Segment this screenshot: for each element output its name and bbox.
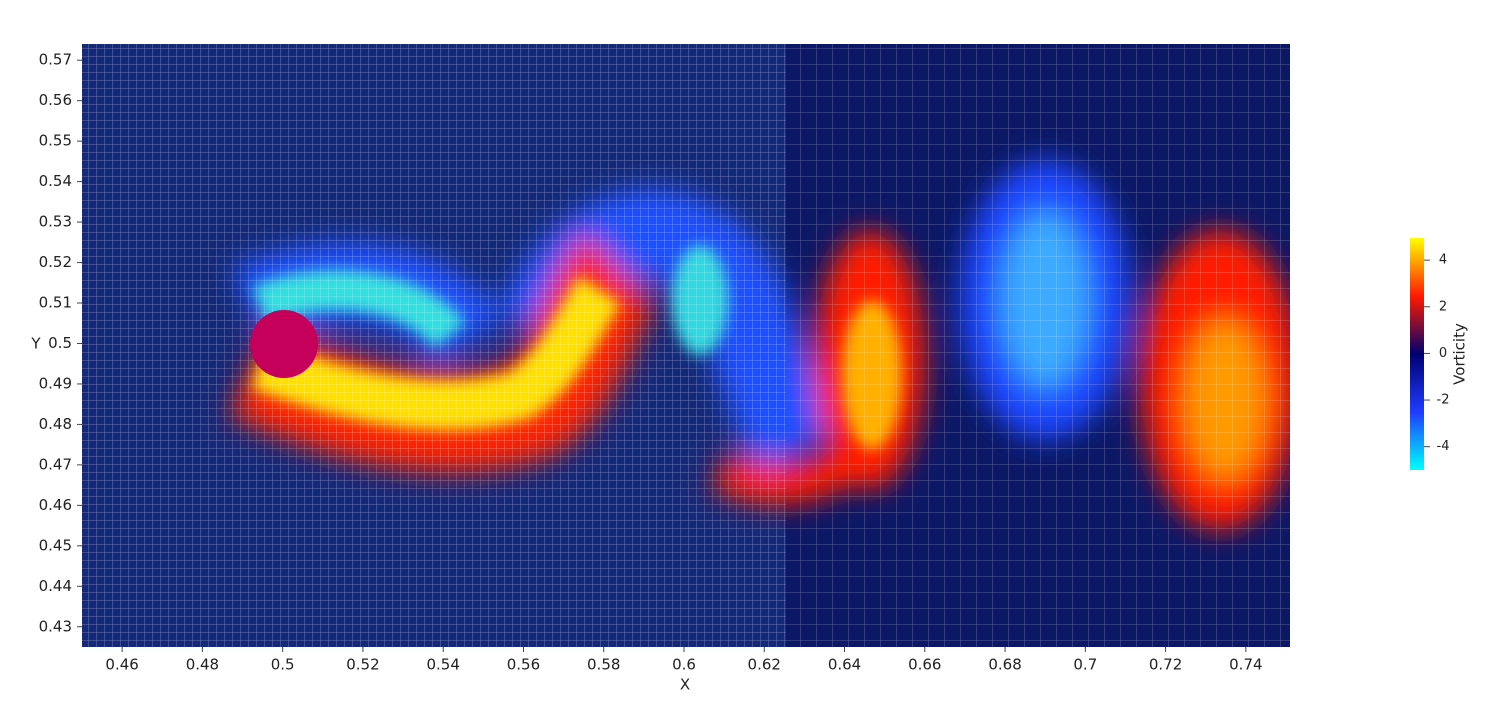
- y-tick-label: 0.55: [39, 132, 72, 150]
- y-tick-label: 0.56: [39, 91, 72, 109]
- colorbar-tick-label: -4: [1437, 439, 1450, 454]
- x-tick-label: 0.52: [346, 656, 379, 674]
- x-tick-label: 0.46: [105, 656, 138, 674]
- x-tick-label: 0.58: [587, 656, 620, 674]
- x-tick-label: 0.54: [426, 656, 459, 674]
- colorbar-tick-label: 0: [1439, 346, 1447, 361]
- y-axis-label: Y: [30, 335, 41, 353]
- x-tick-label: 0.56: [507, 656, 540, 674]
- x-tick-label: 0.72: [1149, 656, 1182, 674]
- x-tick-label: 0.68: [988, 656, 1021, 674]
- x-axis-label: X: [680, 676, 690, 694]
- y-tick-label: 0.52: [39, 253, 72, 271]
- x-tick-label: 0.48: [186, 656, 219, 674]
- x-tick-label: 0.62: [748, 656, 781, 674]
- colorbar-label: Vorticity: [1451, 323, 1469, 385]
- y-tick-label: 0.47: [39, 455, 72, 473]
- y-tick-label: 0.48: [39, 415, 72, 433]
- x-tick-label: 0.7: [1073, 656, 1097, 674]
- y-tick-label: 0.54: [39, 172, 72, 190]
- y-tick-label: 0.57: [39, 51, 72, 69]
- field: [82, 44, 1290, 647]
- y-tick-label: 0.51: [39, 294, 72, 312]
- colorbar: [1410, 238, 1424, 470]
- colorbar-tick-label: 2: [1439, 299, 1447, 314]
- x-tick-label: 0.66: [908, 656, 941, 674]
- colorbar-tick-label: -2: [1437, 393, 1450, 408]
- x-tick-label: 0.6: [672, 656, 696, 674]
- y-tick-label: 0.53: [39, 213, 72, 231]
- y-tick-label: 0.49: [39, 374, 72, 392]
- x-tick-label: 0.74: [1229, 656, 1262, 674]
- y-tick-label: 0.5: [48, 334, 72, 352]
- y-tick-label: 0.43: [39, 617, 72, 635]
- colorbar-tick-label: 4: [1439, 253, 1447, 268]
- y-tick-label: 0.45: [39, 536, 72, 554]
- y-tick-label: 0.46: [39, 496, 72, 514]
- x-tick-label: 0.64: [828, 656, 861, 674]
- x-tick-label: 0.5: [271, 656, 295, 674]
- y-tick-label: 0.44: [39, 577, 72, 595]
